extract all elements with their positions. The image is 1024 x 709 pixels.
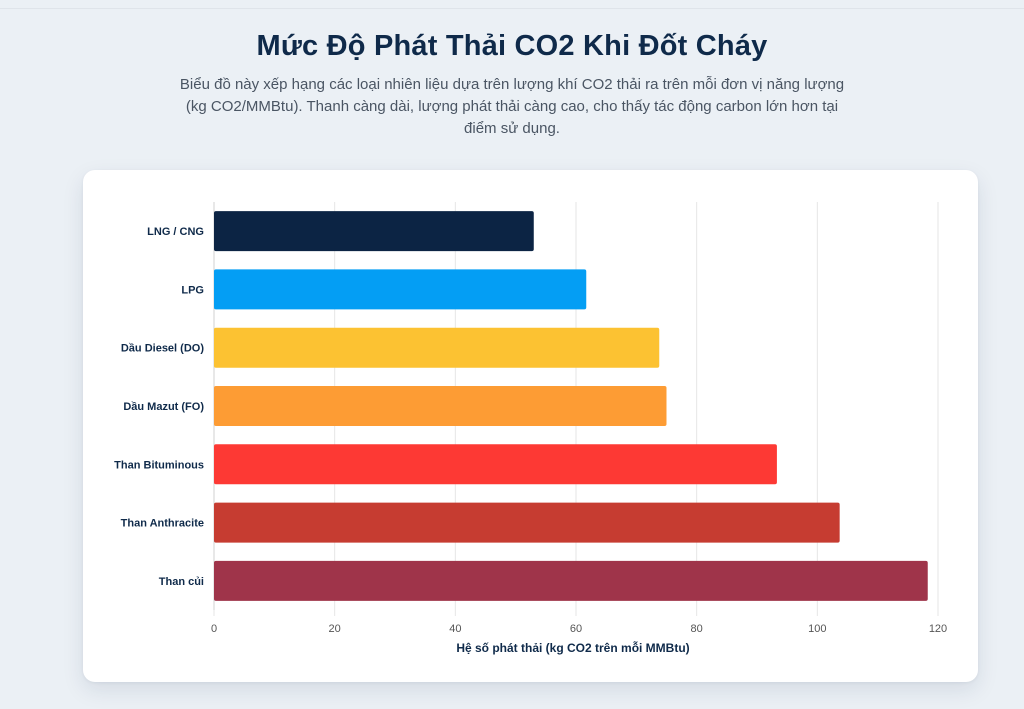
x-tick-label: 20: [329, 623, 341, 635]
bar: [214, 269, 587, 310]
bar: [214, 327, 660, 368]
bar: [214, 211, 534, 252]
x-tick-label: 0: [211, 623, 217, 635]
category-label: LNG / CNG: [147, 226, 204, 238]
category-label: Dầu Mazut (FO): [123, 401, 204, 413]
bar: [214, 560, 928, 601]
category-label: Than Anthracite: [121, 518, 204, 530]
bar: [214, 502, 840, 543]
bar: [214, 444, 777, 485]
x-tick-label: 120: [929, 623, 947, 635]
category-label: LPG: [181, 284, 204, 296]
x-tick-label: 40: [449, 623, 461, 635]
chart-card: LNG / CNG LPG Dầu Diesel (DO) Dầu Mazut (FO…: [83, 170, 978, 682]
page-subtitle: Biểu đồ này xếp hạng các loại nhiên liệu…: [179, 76, 845, 137]
x-tick-label: 100: [808, 623, 826, 635]
top-divider: [0, 8, 1024, 9]
bar: [214, 386, 667, 426]
x-tick-label: 60: [570, 623, 582, 635]
x-axis-title: Hệ số phát thải (kg CO2 trên mỗi MMBtu): [456, 640, 689, 655]
x-tick-label: 80: [691, 623, 703, 635]
category-label: Than Bituminous: [114, 459, 204, 471]
category-label: Dầu Diesel (DO): [121, 343, 204, 355]
bar-chart: LNG / CNG LPG Dầu Diesel (DO) Dầu Mazut (FO…: [114, 202, 947, 655]
category-label: Than củi: [159, 576, 204, 588]
page-title: Mức Độ Phát Thải CO2 Khi Đốt Cháy: [256, 30, 768, 62]
